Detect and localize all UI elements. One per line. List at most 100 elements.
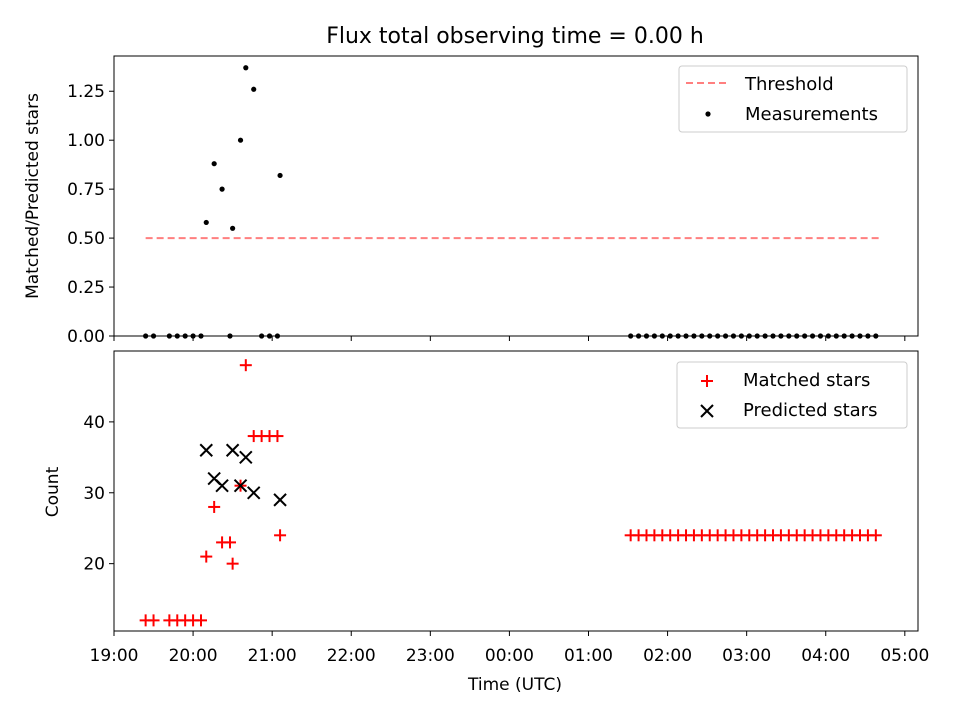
predicted-stars-point [239,450,253,465]
measurements-point [675,333,681,339]
bottom-y-tick-label: 30 [83,484,105,504]
measurements-point [794,333,800,339]
measurements-point [237,137,244,143]
bottom-marks [139,359,882,627]
top-y-axis-label: Matched/Predicted stars [23,93,43,299]
bottom-x-tick-label: 00:00 [485,646,534,666]
bottom-x-tick-label: 03:00 [722,646,771,666]
top-legend-box [678,65,908,133]
measurements-point [849,333,855,339]
measurements-point [778,333,784,339]
top-panel: 0.00 0.25 0.50 0.75 1.00 1.25 Matched/Predict… [23,55,919,347]
measurements-point [219,186,225,192]
predicted-stars-point [247,486,261,500]
measurements-point [274,333,281,339]
measurements-point [865,333,871,339]
measurements-point [786,333,792,339]
measurements-point [762,333,768,339]
measurements-point [833,333,839,339]
legend-threshold-label: Threshold [744,74,834,95]
measurements-point [746,333,752,339]
matched-stars-point [147,614,160,627]
matched-stars-point [274,529,287,542]
legend-measurements-swatch [705,111,711,117]
bottom-legend-box [676,361,908,429]
measurements-point [722,333,729,339]
bottom-x-tick-label: 23:00 [406,646,455,666]
top-y-tick-label: 0.50 [67,229,105,249]
measurements-point [251,86,257,92]
matched-stars-point [239,359,252,372]
bottom-x-tick-label: 21:00 [248,646,297,666]
matched-stars-point [271,430,284,443]
measurements-point [243,65,249,71]
measurements-point [643,333,650,339]
measurements-point [873,333,879,339]
matched-stars-point [200,550,213,563]
measurements-point [174,333,180,339]
measurements-point [150,333,157,339]
top-y-tick-label: 0.25 [67,278,105,298]
bottom-x-tick-label: 05:00 [880,646,929,666]
bottom-legend: Matched stars Predicted stars [676,361,908,429]
measurements-point [211,161,217,167]
bottom-x-tick-label: 04:00 [801,646,850,666]
measurements-point [635,333,642,339]
legend-measurements-label: Measurements [745,104,878,125]
measurements-point [277,172,283,179]
measurements-point [166,333,172,339]
bottom-panel: 20 30 40 19:00 20:00 21:00 22:00 23:00 00:00 01:… [43,350,929,695]
top-y-tick-label: 0.75 [67,180,105,200]
figure-title: Flux total observing time = 0.00 h [326,24,704,49]
measurements-point [715,333,721,339]
measurements-point [691,333,697,339]
measurements-point [841,333,847,339]
legend-predicted-label: Predicted stars [743,400,877,421]
bottom-y-tick-label: 20 [83,555,105,575]
bottom-x-ticks: 19:00 20:00 21:00 22:00 23:00 00:00 01:00 02:00… [90,631,929,666]
legend-matched-swatch [701,375,713,387]
measurements-point [651,333,657,339]
top-marks [143,65,882,339]
measurements-point [857,333,863,339]
x-axis-label: Time (UTC) [467,675,562,695]
measurements-point [227,333,233,339]
top-y-tick-label: 1.25 [67,82,105,102]
legend-predicted-swatch [700,404,714,418]
measurements-point [143,333,149,339]
bottom-x-tick-label: 22:00 [327,646,376,666]
predicted-stars-point [273,493,287,507]
measurements-point [738,333,744,339]
measurements-point [770,333,776,339]
measurements-point [817,333,824,339]
measurements-point [809,333,816,339]
predicted-stars-point [215,478,229,493]
matched-stars-point [223,536,236,549]
measurements-point [825,333,831,339]
matched-stars-point [208,500,221,513]
measurements-point [667,333,673,339]
bottom-x-tick-label: 01:00 [564,646,613,666]
measurements-point [182,333,188,339]
measurements-point [230,225,236,231]
measurements-point [628,333,634,339]
legend-matched-label: Matched stars [743,370,870,391]
top-legend: Threshold Measurements [678,65,908,133]
measurements-point [754,333,760,339]
matched-stars-point [194,614,207,627]
measurements-point [190,333,196,339]
bottom-x-tick-label: 02:00 [643,646,692,666]
bottom-y-tick-label: 40 [83,413,105,433]
top-y-ticks: 0.00 0.25 0.50 0.75 1.00 1.25 [67,82,114,347]
bottom-y-ticks: 20 30 40 [83,413,114,575]
measurements-point [259,333,265,339]
measurements-point [730,333,737,339]
bottom-x-tick-label: 20:00 [169,646,218,666]
top-y-tick-label: 1.00 [67,131,105,151]
top-y-tick-label: 0.00 [67,327,105,347]
measurements-point [683,333,689,339]
measurements-point [707,333,713,339]
measurements-point [203,219,209,226]
measurements-point [659,333,665,339]
